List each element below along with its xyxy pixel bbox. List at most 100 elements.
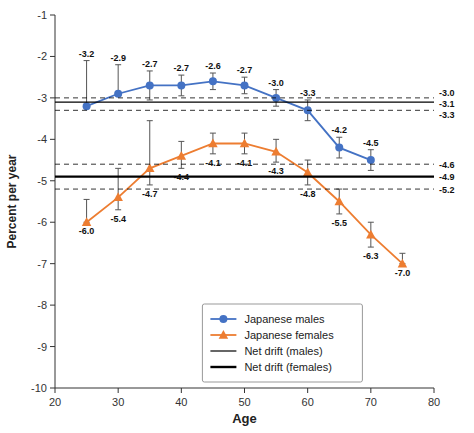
plot-area: [55, 61, 434, 268]
error-bar: [147, 71, 153, 100]
y-tick: [50, 180, 55, 181]
annotation: -3.1: [439, 99, 455, 109]
y-tick: [50, 346, 55, 347]
y-tick: [50, 305, 55, 306]
net-drift-line: [55, 175, 434, 177]
series-line: [87, 81, 371, 160]
annotation: -4.9: [439, 172, 455, 182]
point: [114, 90, 122, 98]
annotation: -3.3: [439, 110, 455, 120]
data-label: -2.7: [174, 63, 190, 73]
legend-label: Net drift (females): [244, 361, 331, 373]
net-drift-bound: [55, 97, 434, 98]
data-label: -4.2: [331, 125, 347, 135]
y-axis-label: Percent per year: [5, 154, 19, 248]
y-tick-label: -1: [37, 9, 47, 21]
y-tick-label: -7: [37, 258, 47, 270]
chart: 20304050607080-1-2-3-4-5-6-7-8-9-10AgePe…: [0, 0, 474, 433]
legend-label: Japanese males: [244, 313, 325, 325]
point: [335, 144, 343, 152]
y-tick-label: -4: [37, 133, 47, 145]
y-tick: [50, 263, 55, 264]
error-bar: [242, 77, 248, 94]
error-bar: [147, 121, 153, 185]
y-tick-label: -2: [37, 50, 47, 62]
x-tick: [181, 388, 182, 393]
data-label: -4.3: [268, 166, 284, 176]
y-tick: [50, 56, 55, 57]
net-drift-line: [55, 101, 434, 102]
data-label: -4.1: [237, 158, 253, 168]
x-tick: [434, 388, 435, 393]
data-labels: -3.2-2.9-2.7-2.7-2.6-2.7-3.0-3.3-4.2-4.5…: [79, 49, 410, 278]
net-drift-bound: [55, 189, 434, 190]
x-axis-label: Age: [232, 411, 257, 426]
legend-label: Japanese females: [244, 329, 334, 341]
data-label: -2.6: [205, 61, 221, 71]
x-tick: [118, 388, 119, 393]
data-label: -4.8: [300, 189, 316, 199]
point: [145, 163, 155, 172]
series: [55, 98, 434, 110]
net-drift-bound: [55, 110, 434, 111]
series: [83, 61, 375, 171]
error-bar: [115, 65, 121, 94]
legend: Japanese males Japanese females Net drift …: [202, 304, 362, 382]
data-label: -4.4: [174, 172, 190, 182]
error-bar: [210, 73, 216, 90]
x-tick-label: 70: [365, 396, 377, 408]
data-label: -6.3: [363, 251, 379, 261]
annotation: -3.0: [439, 88, 455, 98]
y-tick-label: -10: [31, 382, 47, 394]
x-tick: [244, 388, 245, 393]
series: [55, 164, 434, 189]
point: [146, 81, 154, 89]
x-tick: [370, 388, 371, 393]
axes: 20304050607080-1-2-3-4-5-6-7-8-9-10: [31, 9, 440, 408]
legend-marker: [219, 330, 229, 339]
legend-handle: [210, 350, 236, 351]
point: [366, 230, 376, 239]
y-tick: [50, 15, 55, 16]
data-label: -2.7: [237, 65, 253, 75]
annotations: -3.0-3.1-3.3-4.6-4.9-5.2: [439, 88, 455, 195]
legend-marker: [219, 315, 227, 323]
legend-handle: [210, 366, 236, 368]
x-tick-label: 40: [175, 396, 187, 408]
annotation: -4.6: [439, 160, 455, 170]
legend-label: Net drift (males): [244, 345, 322, 357]
x-tick-label: 20: [49, 396, 61, 408]
y-tick-label: -5: [37, 175, 47, 187]
point: [335, 197, 345, 206]
point: [367, 156, 375, 164]
data-label: -2.7: [142, 59, 158, 69]
y-tick-label: -8: [37, 299, 47, 311]
y-tick-label: -9: [37, 341, 47, 353]
data-label: -5.4: [110, 214, 126, 224]
y-tick-label: -3: [37, 92, 47, 104]
error-bar: [178, 75, 184, 96]
point: [82, 217, 92, 226]
data-label: -3.2: [79, 49, 95, 59]
x-tick: [55, 388, 56, 393]
data-label: -4.5: [363, 138, 379, 148]
y-tick: [50, 97, 55, 98]
point: [83, 102, 91, 110]
x-tick-label: 80: [428, 396, 440, 408]
point: [303, 167, 313, 176]
series: [82, 121, 407, 268]
error-bar: [368, 150, 374, 171]
series-line: [87, 143, 403, 263]
legend-box: [202, 304, 362, 382]
point: [177, 151, 187, 160]
data-label: -7.0: [395, 268, 411, 278]
point: [398, 259, 408, 268]
y-axis-line: [55, 15, 56, 388]
data-label: -2.9: [110, 53, 126, 63]
data-label: -3.0: [268, 78, 284, 88]
point: [240, 138, 250, 147]
point: [209, 77, 217, 85]
y-tick-label: -6: [37, 216, 47, 228]
x-tick-label: 60: [302, 396, 314, 408]
x-tick-label: 30: [112, 396, 124, 408]
